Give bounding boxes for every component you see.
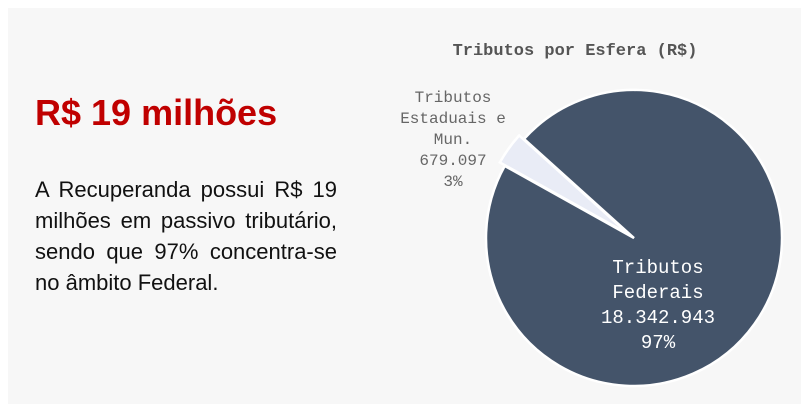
pie-slice <box>498 133 630 236</box>
label-value: 18.342.943 <box>600 307 716 329</box>
data-label: Tributos Federais 18.342.943 97% <box>568 256 748 356</box>
headline: R$ 19 milhões <box>35 92 278 133</box>
data-label: Tributos Estaduais e Mun. 679.097 3% <box>378 88 528 193</box>
chart-title: Tributos por Esfera (R$) <box>452 42 698 61</box>
pie-slice <box>484 88 784 388</box>
label-category: Tributos Federais <box>612 257 704 304</box>
paragraph: A Recuperanda possui R$ 19 milhões em pa… <box>35 177 337 295</box>
label-percent: 3% <box>443 173 463 191</box>
label-percent: 97% <box>640 332 676 354</box>
label-category: Tributos Estaduais e Mun. <box>400 89 506 149</box>
label-value: 679.097 <box>419 152 487 170</box>
